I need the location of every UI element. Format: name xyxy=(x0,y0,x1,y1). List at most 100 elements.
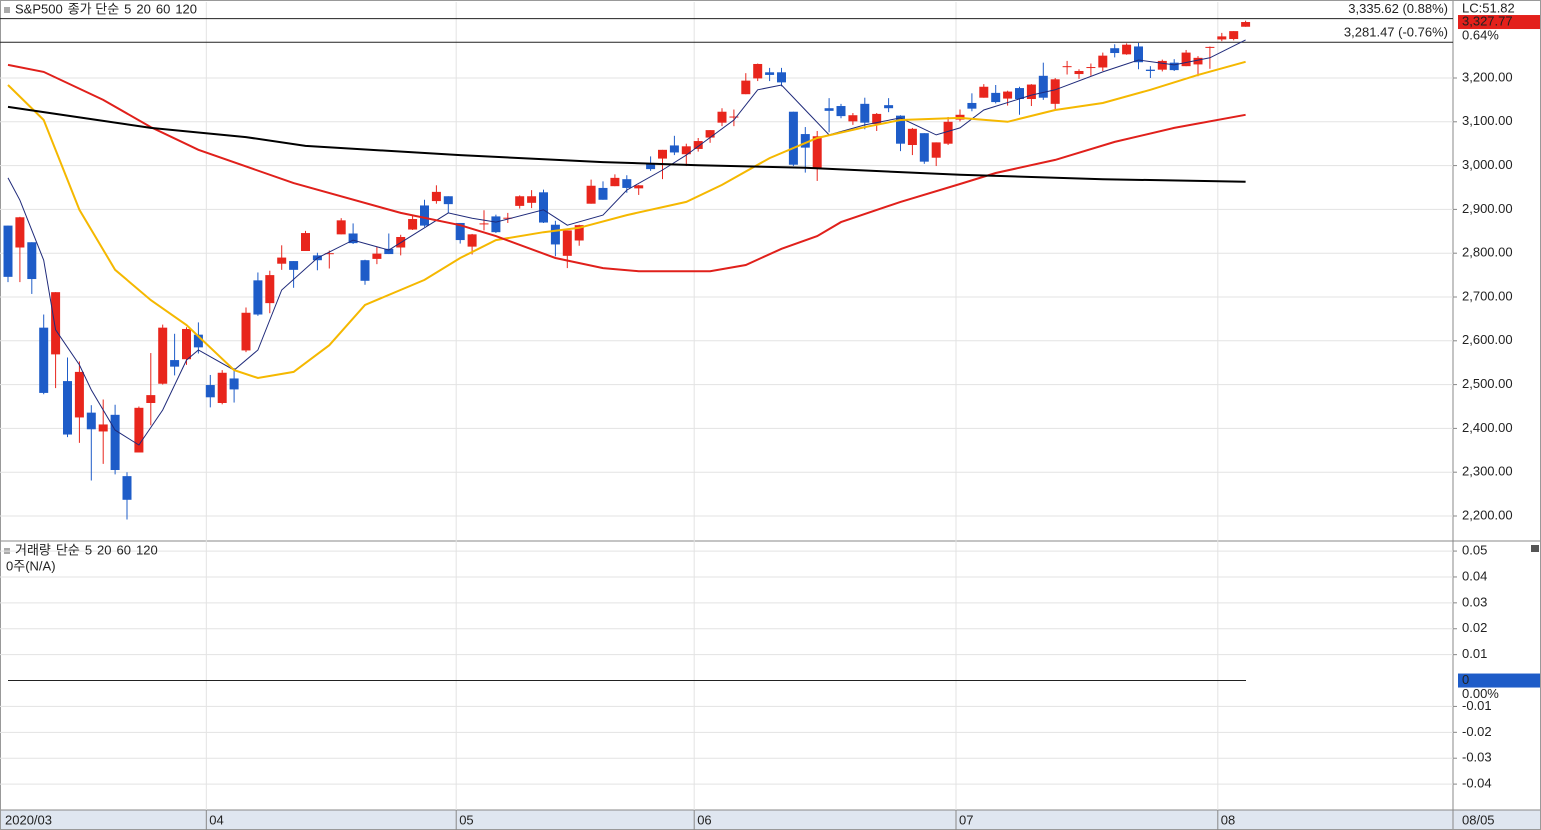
candle-body xyxy=(122,476,132,500)
candle-body xyxy=(205,385,215,398)
candle-body xyxy=(788,111,798,165)
candle-body xyxy=(408,219,418,230)
candle-body xyxy=(1050,79,1060,104)
candle-body xyxy=(1026,84,1036,100)
legend-entry: 5 xyxy=(124,1,131,16)
candle-body xyxy=(1074,70,1084,75)
candle-body xyxy=(241,312,251,351)
candle-body xyxy=(27,242,37,280)
candle-body xyxy=(550,224,560,245)
candle-body xyxy=(336,220,346,235)
candle-body xyxy=(1205,46,1215,48)
candle-body xyxy=(1003,91,1013,99)
candle-body xyxy=(669,145,679,153)
candle-body xyxy=(479,223,489,225)
legend-prefix: 종가 단순 xyxy=(68,1,119,16)
candle-body xyxy=(1193,57,1203,65)
y-tick-label: -0.01 xyxy=(1462,698,1492,713)
candle-body xyxy=(384,248,394,255)
candle-body xyxy=(1217,36,1227,40)
candle-body xyxy=(943,121,953,144)
candle-body xyxy=(158,327,168,384)
candle-body xyxy=(586,185,596,204)
candle-body xyxy=(134,407,144,453)
candle-body xyxy=(1122,44,1132,55)
change-label: 0.00% xyxy=(1462,686,1499,701)
moving-average xyxy=(7,63,1246,273)
candle-body xyxy=(539,192,548,223)
candle-body xyxy=(265,275,275,304)
candle-body xyxy=(717,111,727,123)
y-tick-label: 0.04 xyxy=(1462,568,1487,583)
candle-body xyxy=(1157,60,1167,70)
candle-body xyxy=(658,149,667,159)
candle-body xyxy=(86,412,96,430)
candle-body xyxy=(372,253,382,259)
candle-body xyxy=(229,378,239,390)
candle-body xyxy=(527,196,537,203)
legend-entry: 20 xyxy=(97,542,111,557)
candle-body xyxy=(1229,31,1239,40)
candle-body xyxy=(610,177,620,187)
candle-body xyxy=(574,225,584,241)
candle-body xyxy=(217,372,227,403)
candle-body xyxy=(15,217,25,248)
candle-body xyxy=(420,205,429,226)
candle-body xyxy=(907,128,917,146)
candle-body xyxy=(1145,69,1155,71)
candle-body xyxy=(729,116,739,118)
y-tick-label: 2,500.00 xyxy=(1462,376,1513,391)
y-tick-label: 0.03 xyxy=(1462,594,1487,609)
candle-body xyxy=(765,72,775,75)
change-label: 0.64% xyxy=(1462,27,1499,42)
reference-label: 3,335.62 (0.88%) xyxy=(1348,1,1448,16)
candle-body xyxy=(848,115,858,122)
last-price-label: 3,327.77 xyxy=(1462,13,1513,28)
candle-body xyxy=(170,360,180,367)
x-tick-label: 05 xyxy=(459,812,473,827)
y-tick-label: 3,000.00 xyxy=(1462,157,1513,172)
y-tick-label: 3,100.00 xyxy=(1462,113,1513,128)
x-end-label: 08/05 xyxy=(1462,812,1495,827)
panel-close[interactable] xyxy=(1531,545,1539,552)
y-tick-label: 3,200.00 xyxy=(1462,69,1513,84)
candle-body xyxy=(146,395,156,403)
x-tick-label: 08 xyxy=(1221,812,1235,827)
candle-body xyxy=(110,414,120,471)
candle-body xyxy=(1134,46,1143,63)
x-tick-label: 04 xyxy=(209,812,223,827)
candle-body xyxy=(1169,62,1179,71)
candle-body xyxy=(562,230,572,256)
candle-body xyxy=(431,191,441,202)
candle-body xyxy=(51,292,61,355)
y-tick-label: 2,200.00 xyxy=(1462,507,1513,522)
last-top-label: LC:51.82 xyxy=(1462,0,1515,15)
candle-body xyxy=(705,130,715,138)
candle-body xyxy=(836,106,846,117)
candle-body xyxy=(301,233,310,252)
legend-entry: 20 xyxy=(136,1,150,16)
legend-prefix: 단순 xyxy=(56,542,80,557)
candle-body xyxy=(1062,66,1072,68)
candle-body xyxy=(193,334,203,348)
candle-body xyxy=(860,103,870,123)
candle-body xyxy=(919,133,929,162)
candle-body xyxy=(74,371,84,418)
candle-body xyxy=(253,280,263,315)
candle-body xyxy=(800,134,810,148)
candle-body xyxy=(1241,22,1251,27)
candle-body xyxy=(979,86,989,98)
legend-entry: 120 xyxy=(136,542,158,557)
candle-body xyxy=(277,257,287,264)
candle-body xyxy=(622,179,632,188)
candle-body xyxy=(872,113,882,124)
candle-body xyxy=(824,108,834,111)
candle-body xyxy=(931,142,941,158)
legend-entry: 120 xyxy=(175,1,197,16)
candle-body xyxy=(967,102,977,109)
candle-body xyxy=(646,163,656,170)
candle-body xyxy=(360,260,370,281)
y-tick-label: 2,800.00 xyxy=(1462,245,1513,260)
moving-average xyxy=(7,60,1246,380)
